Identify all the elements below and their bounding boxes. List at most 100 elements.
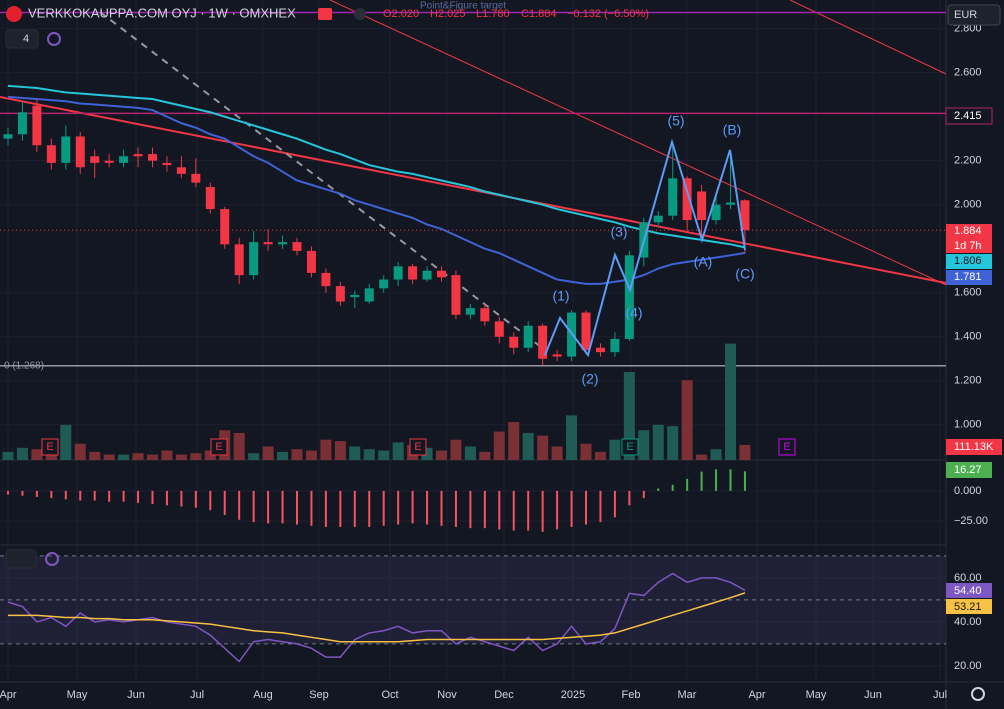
candle-body [595,347,605,353]
volume-bar [190,453,202,460]
macd-bar [310,490,313,526]
candle-body [726,202,735,205]
x-tick-label: Feb [622,689,641,701]
wave-label: (1) [552,288,569,304]
volume-bar [378,450,390,460]
last-price-label: 1.884 [954,225,982,237]
moving-average [7,84,746,249]
candle-body [422,270,432,280]
macd-bar [35,490,38,497]
volume-bar [363,449,375,460]
macd-bar [570,490,573,527]
wave-path [544,138,746,358]
candle-body [46,145,56,163]
wave-label: (4) [625,305,642,321]
earnings-box[interactable] [778,438,796,456]
volume-bar [696,454,708,460]
candle-body [697,191,707,221]
indicator-toggle[interactable] [5,29,39,49]
hline-label: 2.415 [954,110,982,122]
candle-body [711,204,721,221]
volume-bar [334,441,346,460]
volume-bar [638,430,650,460]
pane-icon[interactable] [45,552,59,566]
x-tick-label: Jul [190,689,204,701]
candle-body [32,105,42,146]
candle-body [220,209,230,245]
earnings-markers: E E E E E [41,438,796,456]
candle-body [306,250,316,273]
ohlc-change: −0.132 (−6.50%) [567,8,649,20]
price-box [945,107,993,125]
macd-bar [715,469,718,491]
wave-label: (C) [735,266,754,282]
x-tick-label: Nov [437,689,457,701]
volume-bar [2,451,14,460]
volume-bar [175,454,187,460]
volume-bar [652,424,664,460]
indicator-icon[interactable] [47,32,61,46]
earnings-box[interactable] [409,438,427,456]
volume-bar [60,424,72,460]
earnings-marker: E [46,441,53,453]
macd-bar [21,490,24,496]
volume-bar [161,450,173,460]
trend-line [789,0,947,75]
macd-bar [238,490,241,520]
candle-body [523,325,533,348]
dashed-trend-line [99,11,546,351]
x-tick-label: Apr [0,689,17,701]
volume-bar [74,443,86,460]
price-box [946,239,992,253]
candle-body [350,294,360,298]
candle-body [465,308,475,315]
currency: EUR [954,9,977,21]
macd-bar [223,490,226,515]
macd-bar [700,471,703,491]
macd-bar [411,490,414,524]
volume-bar [89,451,101,460]
earnings-box[interactable] [621,438,639,456]
y-tick-label: 1.600 [954,287,982,299]
volume-bar [103,454,115,460]
macd-bar [556,490,559,530]
volume-bar [450,439,462,460]
volume-bar [508,422,520,460]
macd-bar [527,490,530,531]
macd-bar [151,490,154,505]
volume-bar [277,451,289,460]
macd-bar [209,490,212,511]
volume-bar [31,449,43,460]
macd-bar [368,490,371,527]
volume-box [946,439,1002,455]
volume-bar [566,415,578,460]
flag-icon[interactable] [318,8,332,20]
candle-body [408,266,418,280]
candle-body [393,266,403,280]
y-tick-label: 2.000 [954,199,982,211]
x-tick-label: Jul [933,689,947,701]
x-tick-label: Mar [678,689,697,701]
volume-bar [305,450,317,460]
macd-bar [483,490,486,529]
candle-body [538,325,548,359]
volume-bar [16,447,28,460]
currency-button[interactable] [947,4,1001,26]
macd-bar [281,490,284,524]
earnings-box[interactable] [41,438,59,456]
ohlc-high: H2.025 [430,8,465,20]
x-tick-label: Aug [253,689,273,701]
macd-bar [339,490,342,527]
earnings-box[interactable] [210,438,228,456]
candle-body [191,173,201,183]
macd-bar [585,490,587,525]
settings-icon[interactable] [971,687,985,701]
candle-body [75,136,85,168]
candle-body [624,255,634,339]
pane-toggle[interactable] [5,549,37,569]
candle-body [104,160,114,163]
price-box [946,254,992,269]
candle-body [321,272,331,287]
status-icon [354,8,366,20]
volume-bar [681,380,693,460]
